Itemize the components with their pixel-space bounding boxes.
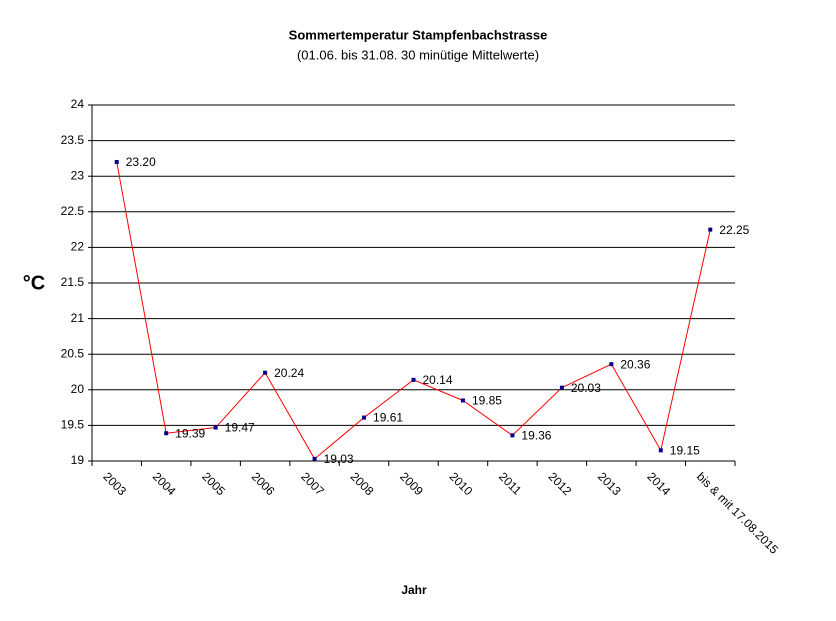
marker — [510, 433, 515, 438]
data-label: 19.85 — [472, 394, 502, 408]
y-tick-label: 20 — [71, 382, 85, 396]
data-label: 19.36 — [521, 429, 551, 443]
x-tick-label: 2005 — [199, 469, 228, 498]
data-label: 19.39 — [175, 426, 205, 440]
data-label: 19.15 — [670, 443, 700, 457]
x-axis-label: Jahr — [401, 583, 427, 597]
y-tick-label: 22 — [71, 240, 85, 254]
data-label: 20.03 — [571, 381, 601, 395]
data-label: 19.03 — [324, 452, 354, 466]
data-label: 20.36 — [620, 357, 650, 371]
x-tick-label: 2012 — [546, 469, 575, 498]
x-tick-label: 2003 — [100, 469, 129, 498]
chart-subtitle: (01.06. bis 31.08. 30 minütige Mittelwer… — [297, 47, 539, 62]
marker — [312, 456, 317, 461]
data-label: 20.14 — [423, 373, 453, 387]
data-label: 20.24 — [274, 366, 304, 380]
y-tick-label: 21.5 — [61, 275, 85, 289]
x-tick-label: 2007 — [298, 469, 327, 498]
marker — [263, 370, 268, 375]
marker — [609, 362, 614, 367]
marker — [213, 425, 218, 430]
marker — [460, 398, 465, 403]
y-tick-label: 23.5 — [61, 133, 85, 147]
marker — [708, 227, 713, 232]
y-tick-label: 24 — [71, 97, 85, 111]
x-tick-label: 2008 — [348, 469, 377, 498]
y-tick-label: 23 — [71, 168, 85, 182]
y-tick-label: 19.5 — [61, 418, 85, 432]
marker — [114, 159, 119, 164]
marker — [658, 448, 663, 453]
data-line — [116, 161, 711, 460]
y-tick-label: 19 — [71, 453, 85, 467]
x-tick-label: bis & mit 17.08.2015 — [694, 469, 781, 556]
data-label: 23.20 — [126, 155, 156, 169]
y-axis-label: °C — [23, 272, 45, 294]
x-tick-label: 2013 — [595, 469, 624, 498]
marker — [411, 377, 416, 382]
marker — [164, 431, 169, 436]
x-tick-label: 2004 — [150, 469, 179, 498]
data-label: 19.61 — [373, 411, 403, 425]
x-tick-label: 2009 — [397, 469, 426, 498]
data-label: 22.25 — [719, 223, 749, 237]
chart-title: Sommertemperatur Stampfenbachstrasse — [289, 27, 548, 42]
y-tick-label: 20.5 — [61, 346, 85, 360]
x-tick-label: 2011 — [496, 469, 524, 497]
marker — [362, 415, 367, 420]
y-tick-label: 21 — [71, 311, 85, 325]
x-tick-label: 2006 — [249, 469, 278, 498]
x-tick-label: 2014 — [644, 469, 673, 498]
data-label: 19.47 — [225, 421, 255, 435]
x-tick-label: 2010 — [447, 469, 476, 498]
marker — [559, 385, 564, 390]
y-tick-label: 22.5 — [61, 204, 85, 218]
